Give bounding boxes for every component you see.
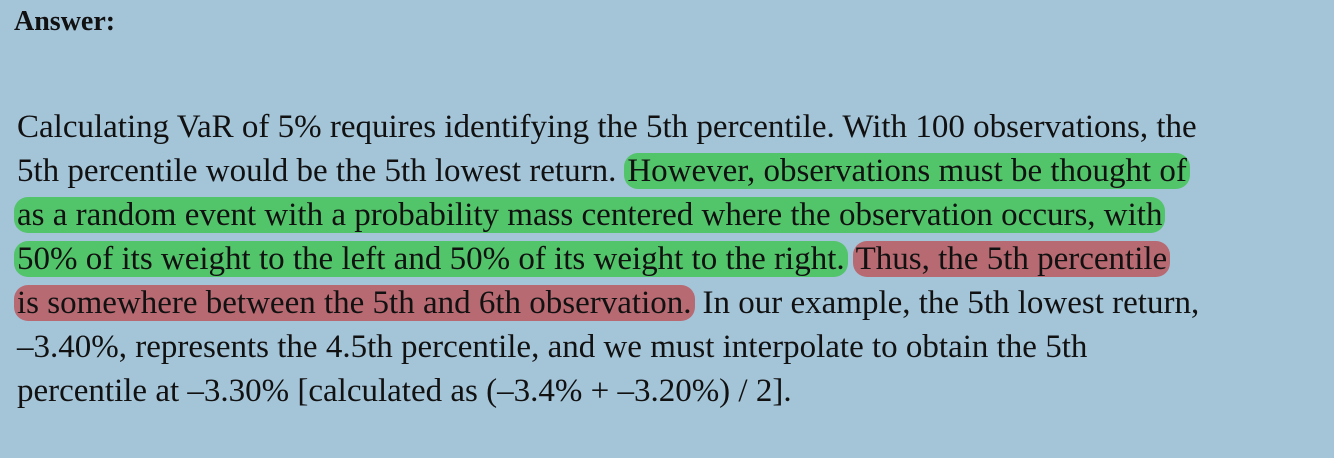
- text-line: –3.40%, represents the 4.5th percentile,…: [14, 325, 1207, 369]
- highlighted-text: is somewhere between the 5th and 6th obs…: [14, 285, 695, 321]
- highlighted-text: 50% of its weight to the left and 50% of…: [14, 241, 848, 277]
- highlighted-text: as a random event with a probability mas…: [14, 197, 1166, 233]
- highlighted-text: Thus, the 5th percentile: [852, 241, 1171, 277]
- text-line: as a random event with a probability mas…: [14, 193, 1207, 237]
- heading: Answer:: [14, 6, 116, 37]
- text-line: 50% of its weight to the left and 50% of…: [14, 237, 1207, 281]
- text-line: 5th percentile would be the 5th lowest r…: [14, 149, 1207, 193]
- text: 5th percentile would be the 5th lowest r…: [17, 153, 617, 189]
- text: percentile at –3.30% [calculated as (–3.…: [17, 373, 792, 409]
- text: Calculating VaR of 5% requires identifyi…: [17, 109, 1197, 145]
- highlighted-text: However, observations must be thought of: [624, 153, 1190, 189]
- text: –3.40%, represents the 4.5th percentile,…: [17, 329, 1088, 365]
- answer-body: Calculating VaR of 5% requires identifyi…: [14, 105, 1207, 413]
- text-line: Calculating VaR of 5% requires identifyi…: [14, 105, 1207, 149]
- text: In our example, the 5th lowest return,: [702, 285, 1200, 321]
- text-line: percentile at –3.30% [calculated as (–3.…: [14, 369, 1207, 413]
- text-line: is somewhere between the 5th and 6th obs…: [14, 281, 1207, 325]
